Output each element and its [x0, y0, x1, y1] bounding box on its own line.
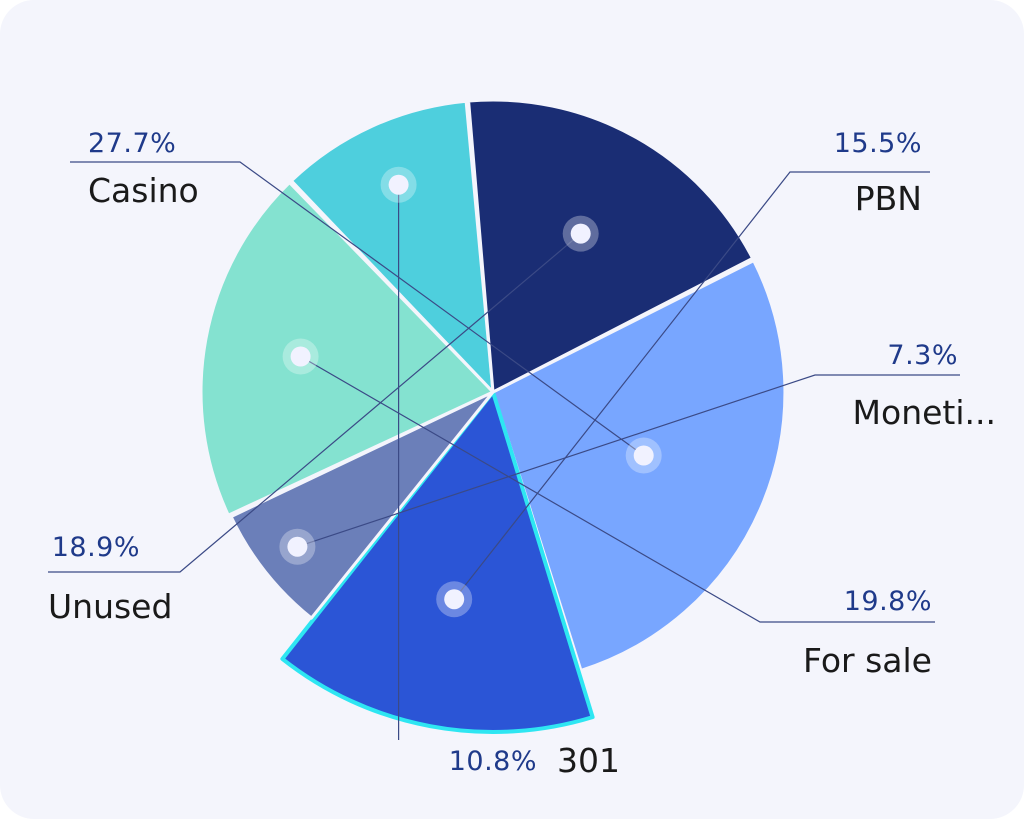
slice-labels: 27.7% Casino 15.5% PBN 7.3% Moneti... 19.8% For… — [48, 128, 996, 780]
pie-slices — [199, 98, 787, 734]
slice-marker-dot — [388, 174, 409, 195]
slice-name-label: 301 — [557, 741, 620, 780]
slice-name-label: Unused — [48, 587, 172, 626]
slice-markers — [279, 166, 662, 618]
slice-percent-label: 27.7% — [88, 128, 176, 159]
slice-pbn[interactable] — [280, 390, 595, 734]
slice-name-label: PBN — [855, 179, 922, 218]
leader-line — [297, 374, 960, 548]
slice-301[interactable] — [289, 99, 495, 394]
slice-unused[interactable] — [467, 98, 755, 394]
slice-marker-dot — [287, 536, 308, 557]
slice-percent-label: 7.3% — [887, 340, 958, 371]
slice-moneti[interactable] — [229, 390, 495, 620]
slice-for-sale[interactable] — [199, 181, 495, 517]
slice-percent-label: 18.9% — [52, 532, 140, 563]
slice-casino[interactable] — [491, 259, 787, 672]
leader-line — [70, 161, 645, 456]
slice-name-label: Moneti... — [853, 393, 996, 432]
slice-percent-label: 19.8% — [844, 586, 932, 617]
leader-line — [48, 233, 582, 573]
slice-name-label: Casino — [88, 171, 199, 210]
slice-percent-label: 10.8% — [449, 746, 537, 777]
leader-line — [453, 171, 930, 600]
slice-marker-dot — [570, 223, 591, 244]
slice-name-label: For sale — [803, 641, 932, 680]
slice-marker-dot — [633, 445, 654, 466]
leader-line — [300, 355, 935, 623]
slice-marker-dot — [290, 346, 311, 367]
slice-marker-dot — [444, 589, 465, 610]
slice-percent-label: 15.5% — [834, 128, 922, 159]
leader-lines — [48, 161, 960, 740]
